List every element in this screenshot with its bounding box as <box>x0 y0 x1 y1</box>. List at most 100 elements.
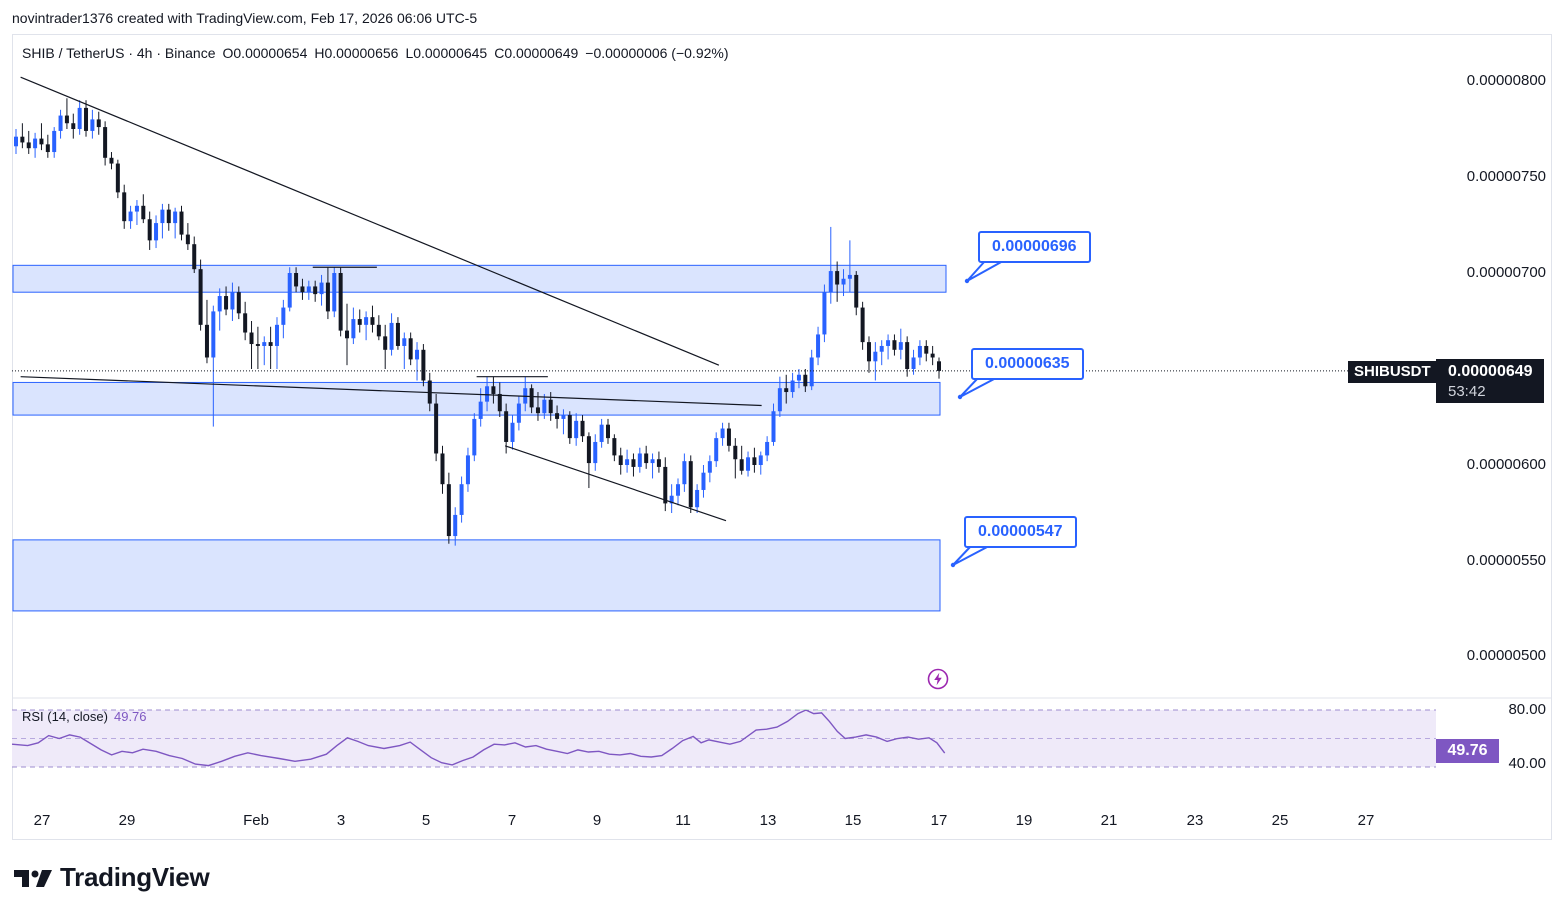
candle-body <box>249 332 254 345</box>
legend-symbol[interactable]: SHIB / TetherUS · 4h · Binance <box>22 45 216 61</box>
candle-body <box>96 119 101 128</box>
rsi-legend-value: 49.76 <box>113 709 147 724</box>
candle-body <box>39 138 44 145</box>
candle-body <box>376 324 381 337</box>
candle-body <box>886 340 891 346</box>
candle-body <box>516 403 521 423</box>
candle-body <box>26 142 31 149</box>
candle-body <box>478 401 483 419</box>
candle-body <box>866 342 871 362</box>
candle-body <box>103 127 108 158</box>
candle-body <box>847 274 852 279</box>
candle-body <box>230 292 235 310</box>
candle-body <box>33 138 38 149</box>
candle-body <box>434 403 439 454</box>
candle-body <box>879 345 884 352</box>
candle-body <box>758 455 763 465</box>
candle-body <box>90 119 95 131</box>
time-label: 11 <box>675 812 691 829</box>
tradingview-logo[interactable]: TradingView <box>14 862 210 893</box>
candle-body <box>860 307 865 343</box>
candle-body <box>688 461 693 508</box>
time-label: 5 <box>421 812 431 829</box>
candle-body <box>325 282 330 312</box>
candle-body <box>453 514 458 537</box>
candle-body <box>726 428 731 446</box>
candle-body <box>930 353 935 358</box>
candle-body <box>319 282 324 295</box>
candle-body <box>128 211 133 222</box>
candle-body <box>14 136 18 147</box>
ohlc-legend: SHIB / TetherUS · 4h · Binance O0.0000065… <box>22 45 736 61</box>
callout-upper[interactable]: 0.00000696 <box>978 231 1091 263</box>
current-price-value: 0.00000649 <box>1448 363 1533 380</box>
candle-body <box>911 357 916 369</box>
candle-body <box>84 107 89 131</box>
candle-body <box>415 349 420 360</box>
candle-body <box>255 344 260 346</box>
time-label: 17 <box>930 812 948 829</box>
candle-body <box>631 459 636 467</box>
candle-body <box>561 415 566 419</box>
candle-body <box>720 428 725 439</box>
callout-lower[interactable]: 0.00000547 <box>964 516 1077 548</box>
candle-body <box>58 115 63 131</box>
candle-body <box>77 107 82 129</box>
candle-body <box>924 345 929 354</box>
candle-body <box>548 399 553 414</box>
zones-layer <box>12 264 947 612</box>
candle-body <box>803 374 808 387</box>
candle-body <box>707 461 712 473</box>
candle-body <box>351 319 356 339</box>
candle-body <box>898 342 903 350</box>
candle-body <box>676 484 681 496</box>
rsi-line <box>11 709 946 767</box>
time-label: 3 <box>336 812 346 829</box>
candle-body <box>185 234 190 245</box>
lightning-icon[interactable] <box>927 668 949 690</box>
candle-body <box>294 273 299 287</box>
candle-body <box>383 336 388 350</box>
candle-body <box>217 296 222 312</box>
current-price-tag: 0.00000649 53:42 <box>1436 359 1544 403</box>
callout-middle[interactable]: 0.00000635 <box>971 348 1084 380</box>
candle-body <box>854 274 859 308</box>
candle-body <box>166 209 171 224</box>
candle-body <box>402 338 407 346</box>
callout-pointer <box>952 545 990 566</box>
candle-body <box>612 438 617 456</box>
time-label: Feb <box>243 812 269 829</box>
symbol-price-tag: SHIBUSDT <box>1348 361 1437 383</box>
rsi-title[interactable]: RSI (14, close) <box>22 709 108 724</box>
price-label-600: 0.00000600 <box>1466 456 1546 473</box>
candle-body <box>287 273 292 308</box>
rsi-value-tag: 49.76 <box>1436 739 1499 763</box>
rsi-layer <box>11 709 946 767</box>
candle-body <box>841 278 846 285</box>
candle-body <box>529 388 534 408</box>
candle-body <box>777 388 782 412</box>
candle-body <box>504 411 509 442</box>
candle-body <box>192 244 197 270</box>
candle-body <box>656 459 661 467</box>
time-label: 19 <box>1015 812 1033 829</box>
price-label-750: 0.00000750 <box>1466 168 1546 185</box>
candle-body <box>739 459 744 471</box>
candle-body <box>268 342 273 346</box>
candle-body <box>64 115 69 124</box>
candle-body <box>421 349 426 381</box>
candle-body <box>485 386 490 402</box>
time-label: 27 <box>1357 812 1375 829</box>
candle-body <box>204 324 209 358</box>
candle-body <box>357 319 362 325</box>
time-label: 21 <box>1100 812 1118 829</box>
callout-anchor-dot <box>964 278 970 284</box>
time-label: 29 <box>118 812 136 829</box>
candle-body <box>313 286 318 295</box>
candle-body <box>109 157 114 164</box>
candle-body <box>134 205 139 212</box>
candle-body <box>472 418 477 456</box>
candle-body <box>510 422 515 442</box>
candle-body <box>198 269 203 325</box>
